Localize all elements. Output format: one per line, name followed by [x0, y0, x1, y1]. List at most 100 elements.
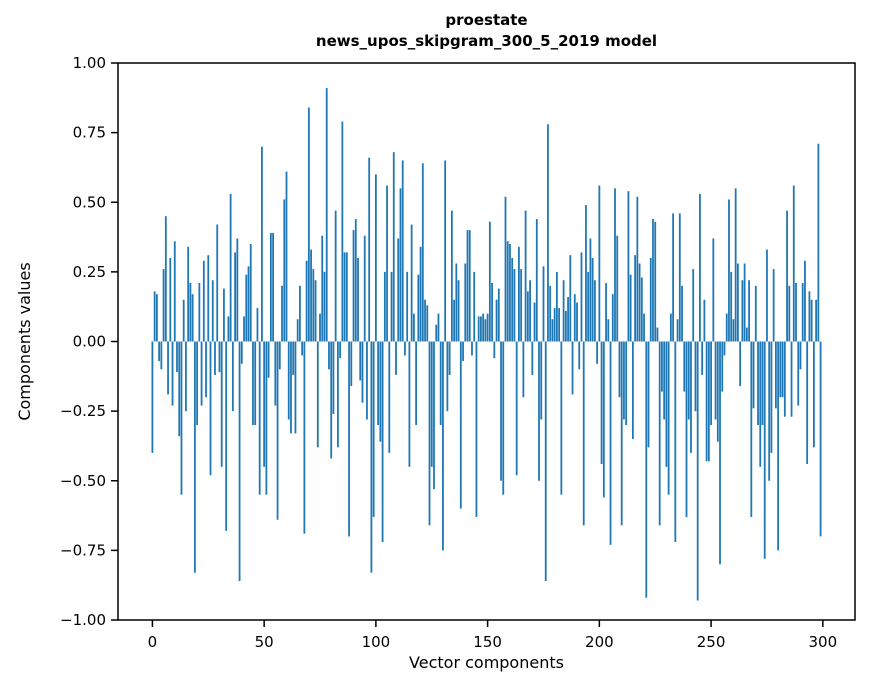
- bar: [151, 341, 154, 453]
- bar: [435, 324, 438, 342]
- bar: [699, 193, 701, 342]
- bar: [649, 257, 652, 342]
- bar: [607, 319, 610, 342]
- bar: [350, 341, 353, 387]
- bar: [274, 341, 277, 406]
- bar: [468, 230, 471, 342]
- bar: [218, 341, 221, 373]
- bar: [450, 210, 453, 342]
- bar: [189, 283, 192, 342]
- bar: [290, 341, 292, 434]
- bar: [587, 271, 590, 342]
- bar: [386, 185, 388, 342]
- bar: [808, 291, 811, 342]
- bar: [556, 271, 558, 342]
- y-tick-label: 1.00: [73, 54, 106, 72]
- bar: [506, 241, 509, 342]
- bar: [589, 238, 592, 342]
- bar: [518, 246, 520, 342]
- bar: [757, 341, 759, 426]
- bar: [692, 269, 695, 342]
- bar: [567, 296, 569, 342]
- bar: [480, 316, 482, 342]
- bar: [430, 341, 433, 467]
- bar: [240, 341, 243, 364]
- bar: [739, 341, 742, 387]
- bar: [750, 341, 753, 517]
- bar: [497, 288, 500, 342]
- y-tick-label: 0.25: [73, 263, 106, 281]
- bar: [775, 341, 777, 409]
- bar: [623, 341, 625, 420]
- bar: [198, 283, 201, 342]
- chart-title: proestate news_upos_skipgram_300_5_2019 …: [118, 10, 855, 52]
- bar: [196, 341, 198, 426]
- bar: [522, 341, 525, 398]
- bar: [323, 271, 326, 342]
- bar: [267, 341, 270, 378]
- bar: [585, 205, 587, 342]
- bar: [249, 244, 252, 342]
- bar: [806, 341, 809, 465]
- bar: [254, 341, 257, 426]
- bar: [663, 341, 666, 420]
- bar: [529, 280, 531, 342]
- y-tick-label: 0.00: [73, 333, 106, 351]
- bar: [446, 341, 449, 412]
- bar: [652, 218, 654, 342]
- bar: [694, 341, 697, 412]
- bar: [564, 310, 567, 342]
- bar: [343, 252, 346, 342]
- y-axis-label: Components values: [15, 262, 34, 420]
- bar: [448, 341, 451, 375]
- bar: [817, 143, 820, 342]
- y-tick-label: −1.00: [60, 611, 106, 629]
- bar: [202, 260, 205, 342]
- bar: [696, 341, 699, 601]
- bar: [614, 188, 616, 342]
- bar: [171, 341, 174, 406]
- bar: [433, 341, 435, 490]
- bar: [361, 341, 364, 403]
- bar: [721, 341, 724, 392]
- bar: [754, 285, 757, 342]
- bar: [734, 188, 737, 342]
- bar: [560, 341, 563, 495]
- bar: [227, 316, 230, 342]
- bar: [672, 213, 674, 342]
- bar: [404, 341, 406, 356]
- bar: [426, 305, 429, 342]
- bar: [562, 280, 565, 342]
- bar: [542, 266, 545, 342]
- bar: [509, 244, 511, 342]
- chart-title-line1: proestate: [445, 11, 528, 29]
- bar: [169, 257, 172, 342]
- bar: [665, 341, 668, 467]
- bar: [406, 271, 409, 342]
- bar: [678, 213, 681, 342]
- bar: [301, 341, 304, 356]
- bar: [462, 341, 464, 361]
- bar: [799, 341, 802, 370]
- bar: [524, 210, 527, 342]
- bar: [618, 341, 621, 398]
- bar: [187, 246, 190, 342]
- bar: [370, 341, 373, 573]
- bar: [701, 341, 704, 375]
- bar: [582, 341, 585, 526]
- bar: [544, 341, 547, 582]
- y-tick-label: 0.75: [73, 124, 106, 142]
- bar: [325, 88, 328, 342]
- bar: [225, 341, 228, 531]
- bar: [705, 341, 708, 462]
- bar: [281, 285, 283, 342]
- bar: [410, 224, 413, 342]
- bar: [167, 341, 169, 395]
- bar: [504, 196, 507, 342]
- bar: [176, 341, 178, 373]
- bar: [337, 341, 339, 448]
- bar: [719, 341, 721, 565]
- bar: [551, 319, 554, 342]
- bar: [366, 341, 368, 420]
